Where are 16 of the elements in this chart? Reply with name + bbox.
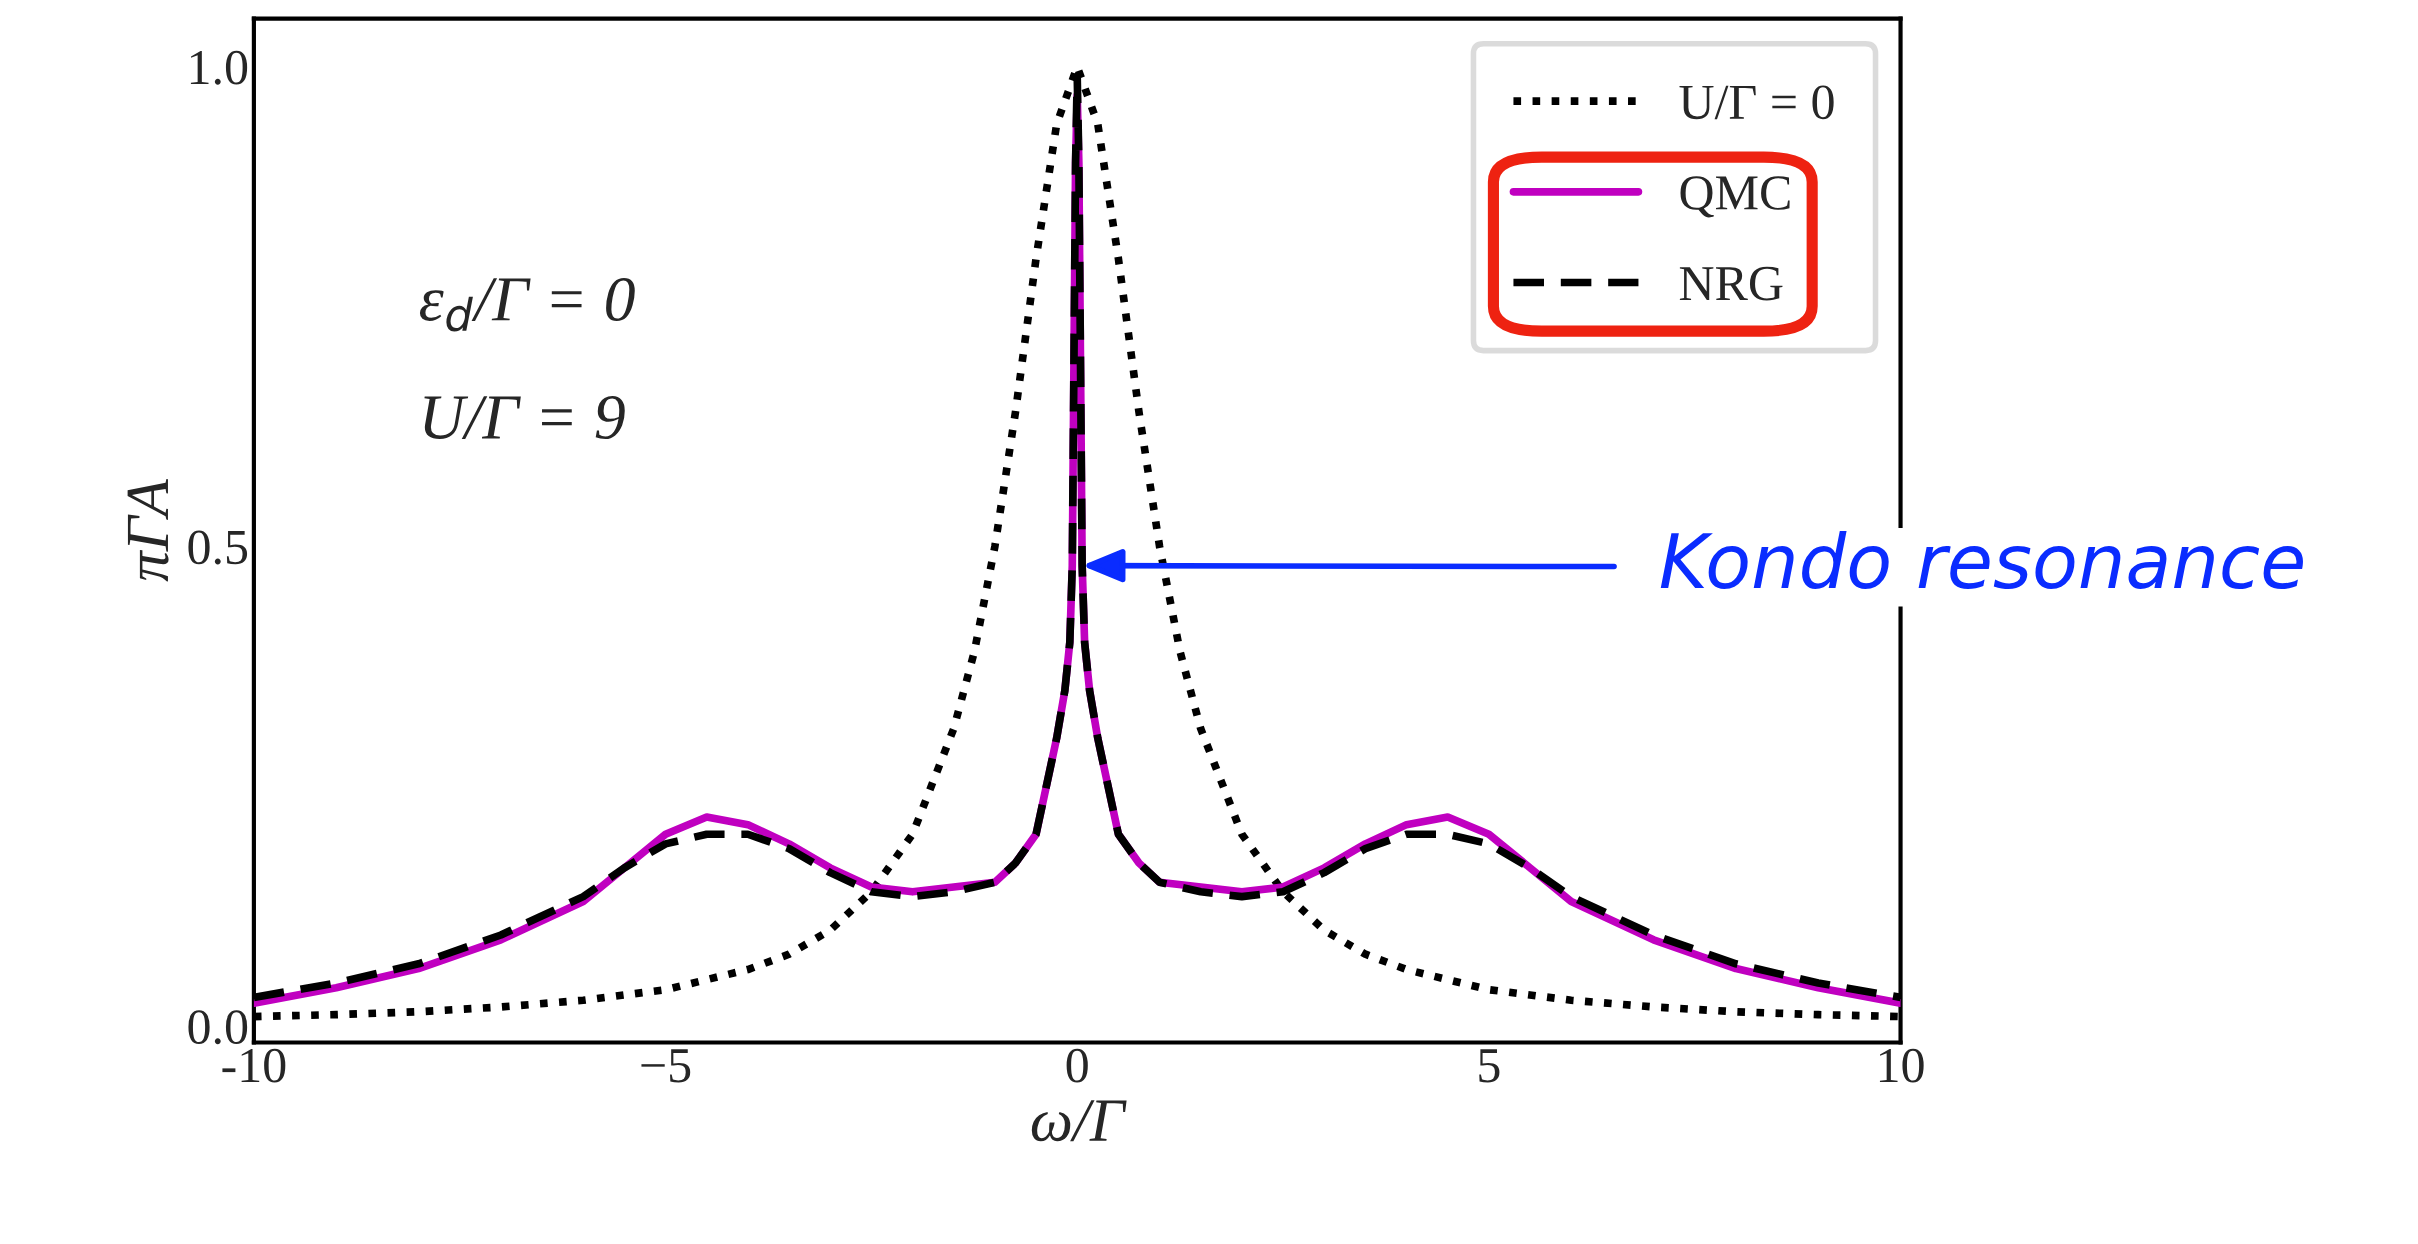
y-tick-label: 1.0 — [190, 50, 248, 85]
legend-label: NRG — [1679, 266, 1783, 301]
annotation: Kondo resonance — [1660, 530, 2303, 590]
x-axis-title: ω/Γ — [1031, 1100, 1127, 1142]
y-tick-label: 0.0 — [188, 1010, 248, 1045]
x-tick-label: 10 — [1879, 1048, 1924, 1083]
annotation: ε$_{d}$/Γ = 0 — [419, 277, 635, 332]
legend-label: U/Γ = 0 — [1679, 85, 1834, 120]
x-tick-label: −5 — [641, 1049, 691, 1083]
y-tick-label: 0.5 — [188, 530, 248, 565]
x-tick-label: 5 — [1479, 1049, 1500, 1083]
annotation: U/Γ = 9 — [424, 396, 625, 440]
legend-label: QMC — [1680, 176, 1790, 218]
x-tick-label: -10 — [222, 1048, 286, 1083]
x-tick-label: 0 — [1066, 1048, 1088, 1083]
y-axis-title: πΓA — [127, 479, 169, 582]
